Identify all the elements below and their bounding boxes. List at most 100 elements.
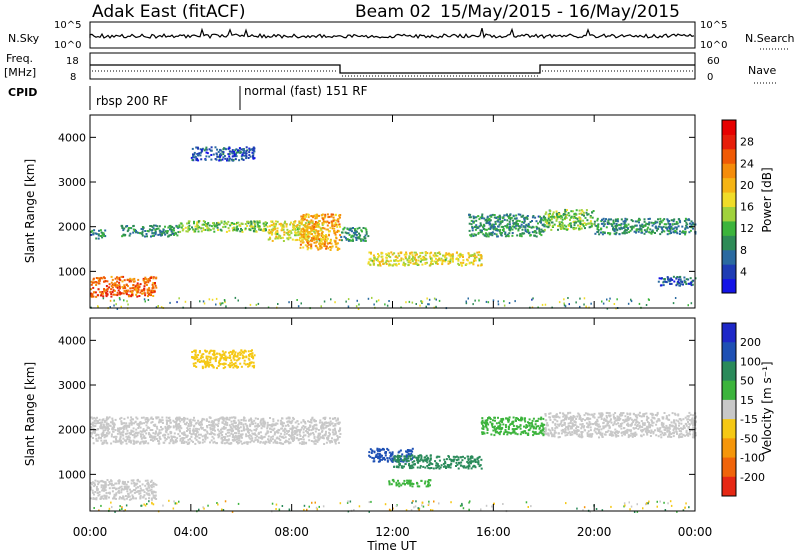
echo-cell	[201, 417, 204, 420]
echo-cell	[115, 437, 117, 440]
echo-cell	[459, 464, 462, 467]
echo-cell	[485, 228, 488, 231]
echo-cell	[304, 235, 306, 238]
echo-cell	[105, 423, 108, 426]
echo-cell	[401, 453, 404, 456]
echo-cell	[400, 484, 403, 487]
echo-cell	[590, 302, 592, 305]
echo-cell	[296, 420, 299, 423]
echo-cell	[457, 258, 460, 261]
echo-cell	[91, 491, 94, 494]
echo-cell	[118, 431, 121, 434]
echo-cell	[416, 263, 419, 266]
echo-cell	[654, 220, 657, 223]
echo-cell	[426, 461, 429, 464]
echo-cell	[672, 227, 675, 230]
echo-cell	[102, 434, 105, 437]
echo-cell	[333, 227, 336, 230]
echo-cell	[585, 211, 588, 214]
echo-cell	[670, 277, 673, 280]
echo-cell	[435, 257, 437, 260]
echo-cell	[488, 217, 491, 220]
echo-cell	[329, 242, 331, 245]
echo-cell	[202, 220, 205, 223]
echo-cell	[302, 236, 305, 239]
echo-cell	[186, 443, 189, 445]
echo-cell	[525, 224, 528, 227]
echo-cell	[465, 263, 468, 266]
echo-cell	[657, 280, 660, 283]
echo-cell	[127, 228, 130, 231]
echo-cell	[217, 422, 220, 425]
echo-cell	[297, 438, 300, 441]
echo-cell	[417, 256, 420, 259]
echo-cell	[544, 217, 547, 220]
echo-cell	[335, 237, 338, 240]
echo-cell	[235, 432, 238, 435]
echo-cell	[514, 428, 517, 430]
echo-cell	[531, 220, 533, 222]
echo-cell	[601, 233, 604, 236]
echo-cell	[191, 147, 194, 150]
echo-cell	[487, 301, 490, 304]
echo-cell	[416, 253, 418, 256]
echo-cell	[123, 426, 126, 428]
echo-cell	[332, 428, 335, 431]
echo-cell	[512, 222, 515, 225]
echo-cell	[452, 460, 455, 463]
echo-cell	[652, 222, 655, 224]
echo-cell	[160, 233, 163, 236]
echo-cell	[660, 220, 662, 223]
echo-cell	[239, 426, 242, 429]
echo-cell	[397, 252, 400, 255]
echo-cell	[211, 435, 214, 438]
echo-cell	[128, 495, 131, 498]
echo-cell	[427, 479, 430, 482]
echo-cell	[262, 436, 265, 439]
echo-cell	[426, 297, 428, 300]
colorbar-segment	[722, 235, 736, 251]
echo-cell	[631, 220, 634, 223]
echo-cell	[435, 305, 437, 308]
echo-cell	[525, 425, 528, 427]
echo-cell	[296, 425, 299, 428]
echo-cell	[450, 460, 453, 463]
echo-cell	[291, 228, 294, 231]
echo-cell	[269, 225, 271, 228]
echo-cell	[377, 253, 379, 255]
echo-cell	[318, 437, 321, 440]
echo-cell	[352, 235, 355, 238]
echo-cell	[196, 427, 199, 430]
echo-cell	[322, 242, 324, 245]
echo-cell	[260, 427, 263, 430]
echo-cell	[379, 264, 382, 267]
echo-cell	[105, 295, 108, 298]
echo-cell	[129, 277, 132, 280]
echo-cell	[449, 259, 452, 262]
echo-cell	[165, 419, 168, 422]
echo-cell	[478, 218, 481, 221]
echo-cell	[145, 421, 148, 423]
echo-cell	[193, 153, 196, 156]
echo-cell	[152, 282, 155, 284]
echo-cell	[219, 417, 221, 420]
echo-cell	[134, 482, 136, 485]
echo-cell	[431, 259, 433, 262]
echo-cell	[589, 222, 592, 225]
echo-cell	[654, 222, 657, 225]
echo-cell	[692, 223, 695, 226]
echo-cell	[586, 213, 589, 216]
echo-cell	[481, 431, 484, 434]
echo-cell	[457, 259, 460, 262]
echo-cell	[337, 218, 340, 220]
echo-cell	[220, 416, 223, 419]
echo-cell	[233, 153, 236, 156]
echo-cell	[658, 220, 661, 223]
echo-cell	[449, 253, 452, 256]
echo-cell	[373, 256, 376, 259]
echo-cell	[531, 231, 534, 234]
echo-cell	[579, 220, 582, 222]
echo-cell	[180, 441, 183, 444]
echo-cell	[151, 429, 154, 431]
echo-cell	[264, 422, 267, 425]
